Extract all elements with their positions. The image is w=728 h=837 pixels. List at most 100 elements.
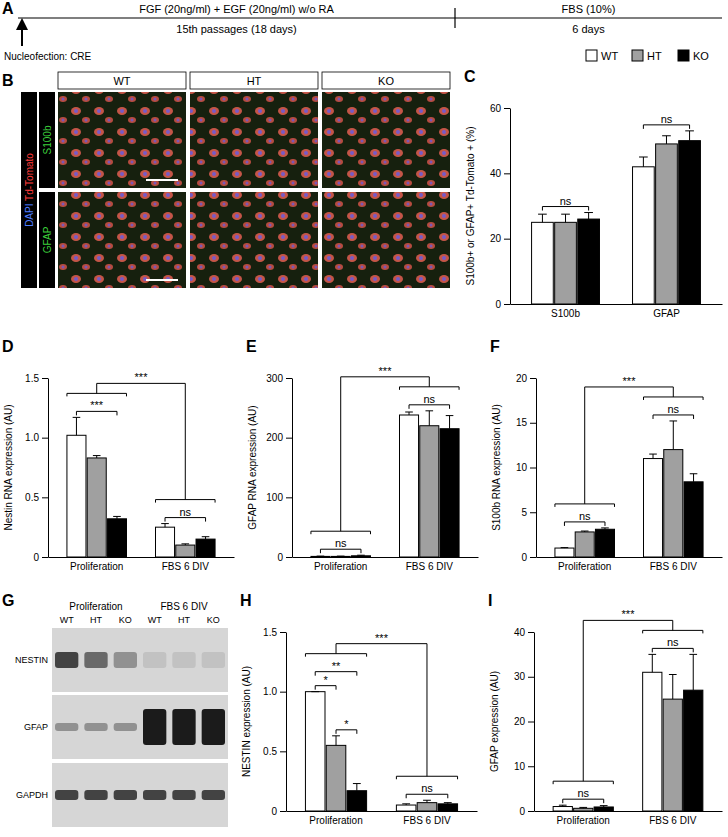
timeline-divider [454,8,455,28]
micrograph-overlay [322,192,450,288]
micrograph [190,92,318,188]
group-bracket [555,387,615,507]
plot-clip [67,417,215,557]
group-bracket [67,383,127,396]
event-label: Nucleofection: CRE [4,51,92,62]
plot-clip [532,131,701,304]
micrograph-overlay [190,192,318,288]
error-bar [649,454,657,458]
bracket [336,730,357,734]
x-axis: ProliferationFBS 6 DIV [293,557,479,572]
panel-label: G [2,592,14,609]
error-bar [639,157,648,167]
y-axis-line [534,633,535,812]
blot-band [143,652,166,668]
error-bar [662,136,671,144]
y-tick: 1.0 [263,686,286,697]
error-bar [357,555,365,557]
x-tick: GFAP [653,304,680,319]
row-label: S100b [42,125,53,154]
blot-band [172,709,195,745]
bar [684,690,703,811]
micrograph [190,192,318,288]
y-tick-label: 0 [495,299,501,310]
legend-label: KO [693,50,709,62]
significance: ns [667,403,679,415]
y-tick-label: 1.5 [25,373,39,384]
y-tick-label: 10 [516,462,528,473]
x-tick-label: FBS 6 DIV [649,815,697,826]
y-axis: 00.51.01.5 [25,373,48,563]
y-tick-label: 1.0 [263,686,277,697]
bar [420,426,439,557]
error-bar [561,214,570,222]
bracket [653,415,694,419]
y-tick-label: 0 [271,806,277,817]
error-bar [332,736,340,746]
row-label: GFAP [42,226,53,253]
bar [594,807,613,811]
group-bracket [644,387,704,400]
bracket [652,648,693,652]
y-axis: 00.51.01.5 [263,627,286,817]
significance: ** [332,660,341,672]
error-bar [181,544,189,545]
group-bracket [643,620,703,633]
y-tick: 10 [516,462,536,473]
significance: ns [335,537,347,549]
x-tick-label: FBS 6 DIV [406,561,454,572]
panel-label: D [2,338,14,355]
y-tick-mark [530,423,536,424]
y-tick: 300 [266,373,292,384]
blot-strip [52,628,228,692]
blot-strip [52,763,228,827]
bar [311,556,330,557]
panel-label: H [240,592,252,609]
x-tick: Proliferation [309,811,362,826]
micrograph-overlay [58,92,186,188]
blot-band [172,652,195,668]
error-bar [538,214,547,222]
y-tick: 100 [266,492,292,503]
y-tick: 20 [490,233,510,244]
bar [67,435,86,557]
error-bar [648,654,656,672]
x-tick: FBS 6 DIV [649,811,697,826]
significance: ns [179,506,191,518]
y-tick-label: 0 [277,552,283,563]
legend: WTHTKO [586,50,709,62]
bar [595,529,614,557]
x-axis: S100bGFAP [511,304,723,319]
bar [555,222,577,304]
bar [438,804,458,811]
y-axis-line [510,109,511,305]
error-bar [601,528,609,529]
event-arrow [21,24,23,46]
y-tick-label: 0.5 [263,746,277,757]
blot-band [55,652,78,668]
significance: *** [135,371,149,383]
error-bar [685,131,694,141]
bar [396,805,416,811]
panel-label: C [464,68,476,85]
y-tick-label: 300 [266,373,283,384]
y-axis-line [48,379,49,558]
blot-lane: HT [90,615,102,625]
y-tick-label: 40 [514,627,526,638]
blot-band [202,709,225,745]
x-tick: FBS 6 DIV [406,557,454,572]
plot-clip [555,421,703,557]
legend-swatch [678,50,689,61]
column-header-box [58,72,186,89]
y-tick: 40 [490,168,510,179]
bar [107,519,126,557]
plot-clip [553,654,703,811]
error-bar [425,411,433,426]
blot-band [143,790,166,800]
y-tick: 200 [266,432,292,443]
y-tick: 30 [514,671,534,682]
x-tick-label: Proliferation [309,815,362,826]
bracket [76,411,117,415]
x-axis-line [287,811,478,812]
significance: *** [375,632,389,644]
